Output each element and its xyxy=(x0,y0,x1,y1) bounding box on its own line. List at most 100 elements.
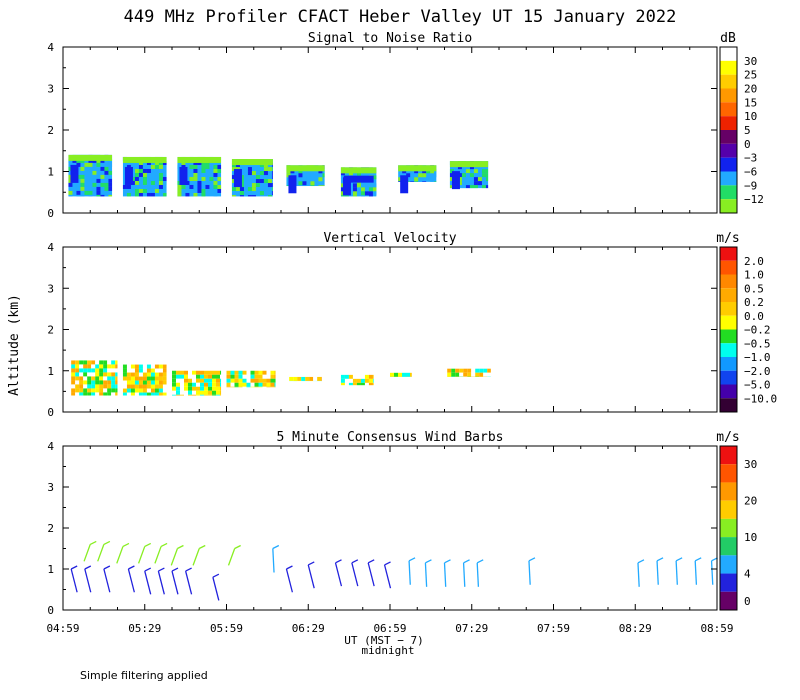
snr-cell xyxy=(84,162,89,167)
vv-cell xyxy=(71,392,76,396)
vv-cell xyxy=(220,394,222,396)
snr-cell xyxy=(138,188,143,193)
snr-cell xyxy=(80,178,85,183)
vv-cell xyxy=(344,382,349,386)
snr-cell xyxy=(271,183,273,188)
snr-cell xyxy=(213,164,218,169)
snr-cell xyxy=(271,171,273,176)
vv-cell xyxy=(71,376,76,381)
snr-cell xyxy=(368,195,373,197)
vv-cell xyxy=(270,374,275,379)
snr-cell xyxy=(100,162,105,167)
x-tick-label: 08:59 xyxy=(700,622,733,635)
snr-cell xyxy=(485,185,489,189)
vv-cell xyxy=(91,364,96,369)
vv-cell xyxy=(138,392,143,396)
vv-cell xyxy=(364,378,369,383)
vv-cell xyxy=(95,384,100,389)
vv-cell xyxy=(250,370,255,375)
vv-cell xyxy=(242,378,247,383)
vv-cell xyxy=(250,378,255,383)
snr-cell xyxy=(158,180,163,185)
vv-cell xyxy=(103,388,108,393)
snr-cell xyxy=(213,180,218,185)
y-tick-label: 4 xyxy=(47,440,54,453)
vv-cell xyxy=(75,372,80,377)
snr-cell xyxy=(271,175,273,180)
snr-cell xyxy=(461,181,466,186)
snr-cell xyxy=(193,176,198,181)
snr-cell xyxy=(88,162,93,167)
snr-cell xyxy=(80,190,85,195)
snr-cell xyxy=(108,186,113,191)
snr-cell xyxy=(100,194,105,197)
vv-cell xyxy=(356,374,361,379)
vv-cell xyxy=(99,388,104,393)
vv-cell xyxy=(176,370,180,375)
wind-barb-flag xyxy=(694,557,702,562)
wind-barb xyxy=(443,562,447,587)
snr-cell xyxy=(209,180,214,185)
snr-cell xyxy=(217,164,222,169)
snr-cell xyxy=(150,164,155,169)
snr-cell xyxy=(209,176,214,181)
snr-cell xyxy=(461,173,466,178)
midnight-label: midnight xyxy=(362,644,415,657)
x-tick-label: 06:59 xyxy=(373,622,406,635)
snr-cell xyxy=(255,175,260,180)
vv-cell xyxy=(192,370,196,375)
vv-cell xyxy=(406,372,410,377)
vv-cell xyxy=(254,382,259,387)
vv-cell xyxy=(75,376,80,381)
snr-cell xyxy=(177,188,182,193)
colorbar-label: 0.2 xyxy=(744,296,764,309)
vv-cell xyxy=(91,392,96,396)
snr-cell xyxy=(213,184,218,189)
vv-cell xyxy=(87,384,92,389)
vv-cell xyxy=(467,372,472,377)
snr-cell xyxy=(314,177,319,182)
colorbar-label: 30 xyxy=(744,458,757,471)
snr-cell xyxy=(267,183,272,188)
vv-cell xyxy=(107,392,112,396)
wind-barb-flag xyxy=(103,540,111,545)
wind-barb-flag xyxy=(444,559,451,564)
snr-cell xyxy=(197,188,202,193)
wind-barb xyxy=(383,564,392,589)
wind-barb-flag xyxy=(656,557,664,562)
vv-cell xyxy=(111,364,116,369)
wind-barb xyxy=(408,560,411,585)
snr-cell xyxy=(80,174,85,179)
vv-cell xyxy=(150,392,155,396)
vv-cell xyxy=(356,378,361,383)
vv-cell xyxy=(176,386,180,391)
snr-cell xyxy=(310,185,315,187)
snr-cell xyxy=(84,190,89,195)
vv-cell xyxy=(368,382,373,386)
snr-cell xyxy=(177,184,182,189)
wind-barb xyxy=(272,548,275,573)
vv-cell xyxy=(99,368,104,373)
wind-barb xyxy=(83,544,91,562)
vv-cell xyxy=(242,370,247,375)
vv-cell xyxy=(146,392,151,396)
vv-cell xyxy=(130,376,135,381)
vv-cell xyxy=(71,372,76,377)
snr-cell xyxy=(92,182,97,187)
snr-cell xyxy=(414,177,419,182)
snr-cell xyxy=(243,183,248,188)
vv-cell xyxy=(487,368,491,373)
colorbar-swatch xyxy=(720,74,737,89)
vv-cell xyxy=(111,380,116,385)
vv-cell xyxy=(212,394,216,396)
wind-barb xyxy=(144,570,152,595)
snr-cell xyxy=(100,166,105,171)
vv-cell xyxy=(126,388,131,393)
vv-cell xyxy=(87,392,92,396)
vv-cell xyxy=(262,370,267,375)
snr-cell xyxy=(267,179,272,184)
vv-cell xyxy=(71,368,76,373)
snr-fringe xyxy=(449,161,489,168)
vv-cell xyxy=(360,382,365,386)
